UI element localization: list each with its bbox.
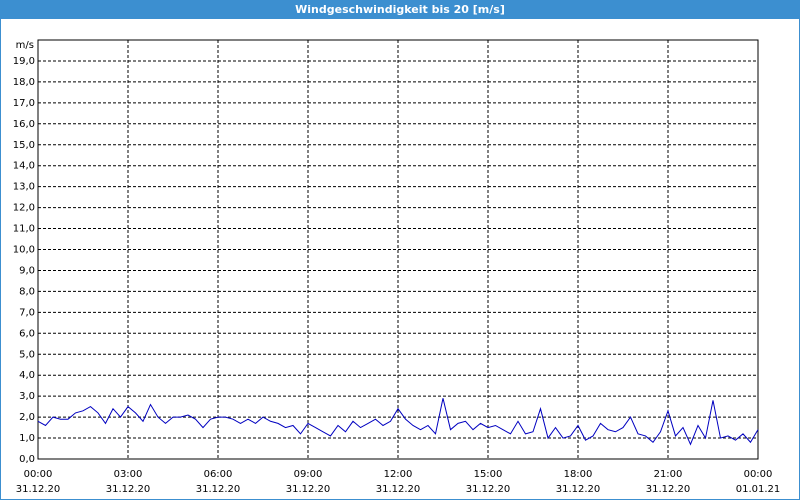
x-tick-label: 06:00 xyxy=(204,469,233,480)
x-tick-date: 01.01.21 xyxy=(736,484,781,495)
y-tick-label: 11,0 xyxy=(13,224,35,235)
y-tick-label: 17,0 xyxy=(13,98,35,109)
y-tick-label: 8,0 xyxy=(19,286,35,297)
x-tick-label: 18:00 xyxy=(564,469,593,480)
x-tick-label: 09:00 xyxy=(294,469,323,480)
y-tick-label: 15,0 xyxy=(13,140,35,151)
x-tick-date: 31.12.20 xyxy=(556,484,601,495)
x-tick-label: 21:00 xyxy=(654,469,683,480)
x-tick-label: 15:00 xyxy=(474,469,503,480)
y-tick-label: 7,0 xyxy=(19,307,35,318)
y-tick-label: 16,0 xyxy=(13,119,35,130)
y-tick-label: 18,0 xyxy=(13,77,35,88)
x-tick-label: 00:00 xyxy=(744,469,773,480)
x-tick-date: 31.12.20 xyxy=(286,484,331,495)
y-tick-label: 19,0 xyxy=(13,56,35,67)
y-tick-label: 2,0 xyxy=(19,412,35,423)
y-tick-label: 5,0 xyxy=(19,349,35,360)
y-tick-label: 10,0 xyxy=(13,245,35,256)
y-tick-label: 6,0 xyxy=(19,328,35,339)
x-tick-label: 00:00 xyxy=(24,469,53,480)
data-line xyxy=(37,398,759,446)
x-tick-label: 12:00 xyxy=(384,469,413,480)
y-tick-label: 14,0 xyxy=(13,161,35,172)
x-tick-label: 03:00 xyxy=(114,469,143,480)
y-tick-label: 13,0 xyxy=(13,182,35,193)
x-tick-date: 31.12.20 xyxy=(16,484,61,495)
x-tick-date: 31.12.20 xyxy=(196,484,241,495)
x-tick-date: 31.12.20 xyxy=(646,484,691,495)
x-tick-date: 31.12.20 xyxy=(106,484,151,495)
y-tick-label: 1,0 xyxy=(19,433,35,444)
y-tick-label: 4,0 xyxy=(19,370,35,381)
y-tick-label: 9,0 xyxy=(19,265,35,276)
y-axis-unit: m/s xyxy=(16,40,34,51)
y-tick-label: 12,0 xyxy=(13,203,35,214)
y-tick-label: 3,0 xyxy=(19,391,35,402)
y-tick-label: 0,0 xyxy=(19,454,35,465)
title-bar: Windgeschwindigkeit bis 20 [m/s] xyxy=(1,1,799,19)
x-tick-date: 31.12.20 xyxy=(466,484,511,495)
x-tick-date: 31.12.20 xyxy=(376,484,421,495)
